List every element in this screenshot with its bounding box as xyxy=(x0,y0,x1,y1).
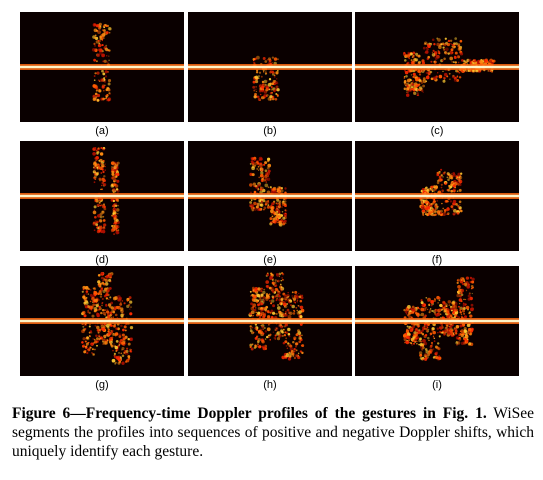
doppler-panel: (a) xyxy=(20,12,184,137)
panel-label: (i) xyxy=(432,379,442,391)
doppler-spectrogram xyxy=(20,266,184,376)
panel-label: (d) xyxy=(95,254,109,266)
doppler-spectrogram xyxy=(355,141,519,251)
doppler-spectrogram xyxy=(188,266,352,376)
caption-title: Figure 6—Frequency-time Doppler profiles… xyxy=(12,405,487,422)
panel-label: (g) xyxy=(95,379,109,391)
doppler-panel: (b) xyxy=(188,12,352,137)
panel-label: (a) xyxy=(95,125,109,137)
panel-label: (e) xyxy=(263,254,277,266)
doppler-panel: (d) xyxy=(20,141,184,266)
doppler-spectrogram xyxy=(188,12,352,122)
panel-label: (h) xyxy=(263,379,277,391)
doppler-panel: (i) xyxy=(355,266,519,391)
doppler-spectrogram xyxy=(188,141,352,251)
doppler-spectrogram xyxy=(355,12,519,122)
doppler-panel: (c) xyxy=(355,12,519,137)
figure-caption: Figure 6—Frequency-time Doppler profiles… xyxy=(12,404,534,461)
panel-label: (c) xyxy=(430,125,444,137)
doppler-spectrogram xyxy=(355,266,519,376)
doppler-spectrogram xyxy=(20,141,184,251)
panel-label: (f) xyxy=(431,254,443,266)
doppler-panel: (e) xyxy=(188,141,352,266)
caption-text: WiSee segments the profiles into sequenc… xyxy=(12,405,535,460)
doppler-spectrogram xyxy=(20,12,184,122)
doppler-panel: (h) xyxy=(188,266,352,391)
panel-label: (b) xyxy=(263,125,277,137)
doppler-panel: (f) xyxy=(355,141,519,266)
doppler-panel: (g) xyxy=(20,266,184,391)
